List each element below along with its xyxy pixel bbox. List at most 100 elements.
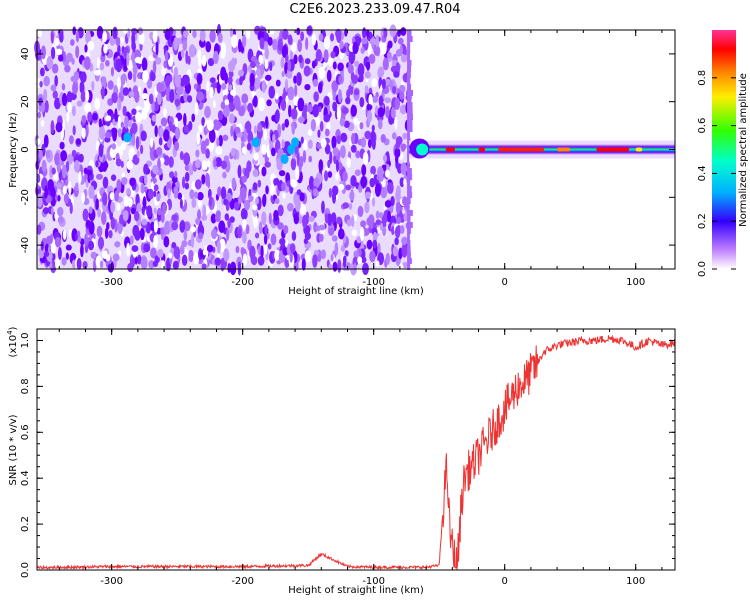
noise-blob [98,126,106,140]
noise-blob [289,50,294,61]
noise-blob [343,120,350,128]
noise-blob [129,235,134,245]
noise-blob [332,147,339,157]
noise-blob [85,219,91,227]
noise-blob [157,92,162,106]
noise-blob [131,133,136,147]
noise-blob [224,213,230,221]
noise-blob [380,179,386,188]
noise-blob [367,109,373,123]
noise-blob [272,133,276,143]
y-tick-label: 0.0 [20,562,31,578]
noise-blob [366,104,373,111]
noise-edge [407,216,411,222]
noise-blob [305,37,309,51]
noise-blob [239,187,247,201]
noise-blob [161,233,165,241]
noise-blob [95,173,103,180]
noise-blob [126,188,132,195]
noise-blob [360,46,365,54]
noise-blob [84,102,92,114]
noise-blob [137,27,144,35]
noise-blob [264,116,269,129]
noise-blob [257,122,263,133]
noise-blob [70,39,75,46]
noise-blob [350,104,357,117]
noise-blob [249,72,255,87]
noise-blob [242,253,248,266]
noise-blob [361,256,367,263]
noise-blob [163,129,170,142]
noise-blob [310,118,317,132]
snr-ticks: -300 -200 -100 0 100 0.0 0.2 0.4 0.6 0.8 1.0 [20,329,675,587]
noise-blob [85,90,90,102]
noise-blob [114,108,118,123]
noise-blob [403,212,409,222]
noise-blob [97,208,102,218]
noise-blob [258,221,263,235]
noise-blob [231,34,238,48]
noise-blob [377,107,385,118]
noise-blob [372,231,378,243]
noise-blob [87,111,93,123]
noise-blob [364,130,372,140]
noise-blob [395,189,401,203]
noise-blob [304,250,312,263]
noise-blob [36,29,43,38]
noise-blob [117,76,121,90]
noise-blob [331,135,337,149]
noise-blob [165,74,171,88]
noise-blob [122,87,129,96]
noise-blob [72,125,76,136]
snr-ylabel: SNR (10 * v/v) [8,414,19,485]
noise-blob [375,260,380,267]
noise-blob [51,63,59,74]
noise-edge [407,60,412,66]
noise-blob [331,80,339,93]
noise-blob [293,213,300,225]
noise-blob [150,247,157,259]
noise-blob [160,117,168,127]
x-tick-label: -300 [100,576,123,587]
signal-core [557,147,571,152]
noise-blob [47,179,54,191]
noise-blob [198,232,204,240]
noise-blob [146,205,153,218]
noise-blob [38,248,45,259]
noise-blob [43,251,50,258]
noise-blob [290,108,298,120]
noise-blob [281,70,285,78]
noise-blob [247,102,254,113]
noise-blob [358,183,363,193]
noise-blob [330,253,334,262]
noise-edge [407,228,411,234]
colorbar-label: Normalized spectral amplitude [738,73,749,227]
noise-blob [78,170,82,185]
noise-blob [184,164,190,172]
noise-blob [206,160,211,168]
noise-blob [95,160,99,168]
noise-blob [42,207,49,215]
noise-blob [253,95,258,108]
noise-blob [330,51,336,59]
noise-edge [407,126,413,132]
noise-blob [377,66,385,78]
noise-blob [400,27,407,36]
noise-blob [337,259,342,273]
noise-blob [206,119,214,132]
noise-blob [259,63,265,76]
noise-blob [52,90,58,99]
noise-edge [407,120,413,126]
noise-blob [71,259,76,269]
noise-blob [79,81,83,94]
noise-blob [84,56,91,71]
noise-blob [228,84,233,91]
noise-blob [147,78,153,89]
noise-blob [62,229,67,240]
noise-blob [243,128,248,142]
noise-blob [50,30,54,44]
noise-blob [291,231,297,242]
noise-blob [209,195,213,207]
noise-blob [139,227,145,241]
noise-blob [218,220,226,233]
